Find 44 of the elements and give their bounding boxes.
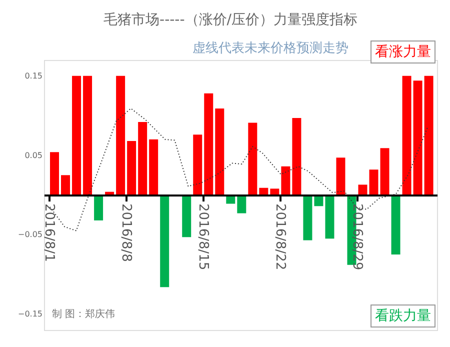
bar bbox=[83, 76, 92, 195]
bar bbox=[193, 134, 202, 195]
bar bbox=[61, 175, 70, 195]
bar bbox=[160, 195, 170, 288]
bar bbox=[270, 188, 280, 195]
bar bbox=[149, 139, 158, 195]
bar bbox=[369, 170, 378, 195]
bar bbox=[94, 195, 104, 220]
y-tick-label: 0.15 bbox=[24, 71, 42, 80]
bar bbox=[292, 118, 302, 195]
bar bbox=[237, 195, 246, 214]
y-tick-label: −0.15 bbox=[18, 310, 42, 319]
bar bbox=[358, 184, 368, 195]
bar bbox=[259, 188, 268, 195]
text: 看跌力量 bbox=[375, 308, 431, 324]
bar bbox=[336, 158, 346, 195]
y-tick-label: 0.05 bbox=[24, 150, 42, 160]
chart-title: 毛猪市场-----（涨价/压价）力量强度指标 bbox=[104, 12, 358, 28]
x-tick-label: 2016/8/22 bbox=[272, 204, 288, 270]
bar bbox=[127, 141, 136, 195]
x-tick-label: 2016/8/8 bbox=[118, 204, 134, 262]
bar bbox=[281, 166, 290, 195]
bar bbox=[50, 152, 60, 195]
bar bbox=[402, 76, 412, 195]
annotation: 制 图：郑庆伟 bbox=[52, 308, 116, 320]
bar bbox=[391, 195, 400, 255]
series-label: 看涨力量 bbox=[375, 44, 431, 60]
x-tick-label: 2016/8/1 bbox=[42, 204, 56, 262]
bar bbox=[72, 76, 82, 195]
chart-subtitle: 虚线代表未来价格预测走势 bbox=[192, 41, 348, 56]
bar bbox=[204, 93, 214, 195]
bar bbox=[116, 76, 126, 195]
x-tick-label: 2016/8/15 bbox=[196, 204, 211, 270]
bar bbox=[424, 76, 434, 195]
bar bbox=[138, 122, 148, 195]
bar bbox=[182, 195, 192, 238]
bar bbox=[303, 195, 312, 240]
bar bbox=[380, 148, 390, 195]
y-tick-label: −0.05 bbox=[18, 230, 42, 240]
bar bbox=[325, 195, 334, 239]
bar bbox=[215, 108, 224, 195]
bar bbox=[413, 80, 422, 195]
x-tick-label: 2016/8/29 bbox=[350, 204, 365, 270]
bar bbox=[248, 122, 258, 195]
